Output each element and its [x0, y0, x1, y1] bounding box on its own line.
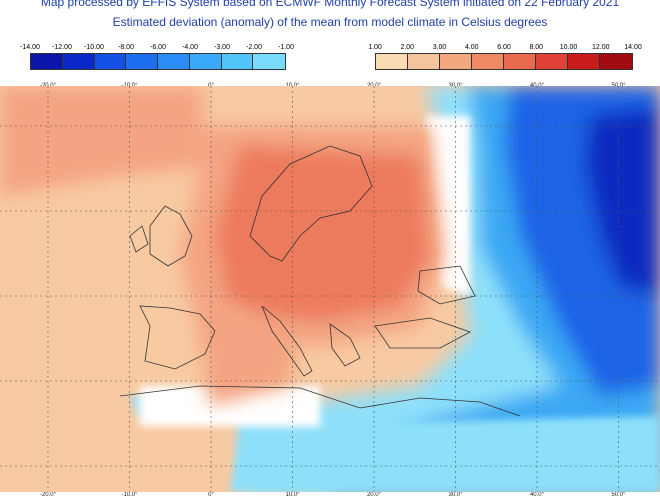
- legend-swatch: [62, 54, 95, 69]
- legend-tick-label: 3.00: [432, 44, 447, 51]
- coast-north-africa: [119, 385, 521, 417]
- legend-tick-label: 6.00: [497, 44, 511, 51]
- legend-swatch: [536, 54, 568, 69]
- legend-tick-label: -1.00: [278, 44, 294, 51]
- longitude-label: -10.0°: [121, 492, 138, 498]
- legend-tick-label: 4.00: [464, 44, 479, 51]
- legend-positive-bar: [375, 53, 633, 70]
- legend-swatch: [94, 54, 127, 69]
- coast-ireland: [129, 225, 149, 253]
- neutral-strip-north-africa: [140, 386, 320, 426]
- legend-swatch: [472, 54, 504, 69]
- coast-iberia: [139, 305, 216, 370]
- longitude-label: 0°: [208, 492, 214, 498]
- longitude-label: 40.0°: [529, 492, 545, 498]
- legend-swatch: [31, 54, 63, 69]
- legend-swatch: [189, 54, 222, 69]
- legend-tick-label: 1.00: [368, 44, 382, 51]
- legend-tick-label: -6.00: [150, 44, 166, 51]
- legend-tick-label: 2.00: [400, 44, 415, 51]
- coast-british-isles: [149, 205, 193, 267]
- legend-tick-label: 14.00: [624, 44, 642, 51]
- legend-tick-label: 8.00: [529, 44, 544, 51]
- graticule: [0, 86, 660, 492]
- longitude-label: 30.0°: [448, 492, 463, 498]
- legend-swatch: [568, 54, 600, 69]
- anomaly-map: [0, 86, 660, 500]
- longitude-label: 20.0°: [366, 492, 382, 498]
- map-subtitle: Estimated deviation (anomaly) of the mea…: [112, 15, 548, 29]
- coast-scandinavia: [249, 145, 373, 262]
- legend-tick-label: 12.00: [591, 44, 610, 51]
- map-title-line-1: Map processed by EFFIS System based on E…: [40, 0, 620, 9]
- legend-tick-label: -10.00: [84, 44, 104, 51]
- legend-swatch: [126, 54, 158, 69]
- coast-anatomy: [374, 317, 471, 349]
- legend-swatch: [158, 54, 190, 69]
- cold-anomaly-region: [240, 86, 660, 492]
- longitude-labels-bottom: -20.0° -10.0° 0° 10.0° 20.0° 30.0° 40.0° 50.0°: [0, 492, 660, 500]
- longitude-label: 50.0°: [611, 492, 626, 498]
- coastline: [119, 145, 521, 417]
- longitude-label: 10.0°: [285, 492, 300, 498]
- coast-balkans: [329, 323, 361, 367]
- neutral-strip-black-sea: [425, 116, 470, 296]
- legend-swatch: [504, 54, 536, 69]
- longitude-label: -20.0°: [39, 492, 57, 498]
- coast-italy: [261, 305, 313, 377]
- anomaly-map-svg: [0, 86, 660, 492]
- legend-swatch: [408, 54, 440, 69]
- legend-swatch: [376, 54, 408, 69]
- legend-swatch: [440, 54, 472, 69]
- warm-anomaly-region: [0, 86, 445, 406]
- coast-black-sea: [417, 265, 476, 305]
- legend-tick-label: 10.00: [559, 44, 578, 51]
- legend-tick-label: -12.00: [52, 44, 72, 51]
- legend-negative-bar: [30, 53, 286, 70]
- legend-swatch: [600, 54, 632, 69]
- cold-patch-sahara: [230, 416, 660, 492]
- legend-swatch: [253, 54, 285, 69]
- legend-tick-label: -4.00: [182, 44, 198, 51]
- legend-swatch: [221, 54, 254, 69]
- legend-tick-label: -3.00: [214, 44, 230, 51]
- legend-tick-label: -8.00: [118, 44, 134, 51]
- legend-tick-label: -2.00: [246, 44, 262, 51]
- legend-tick-label: -14.00: [20, 44, 40, 51]
